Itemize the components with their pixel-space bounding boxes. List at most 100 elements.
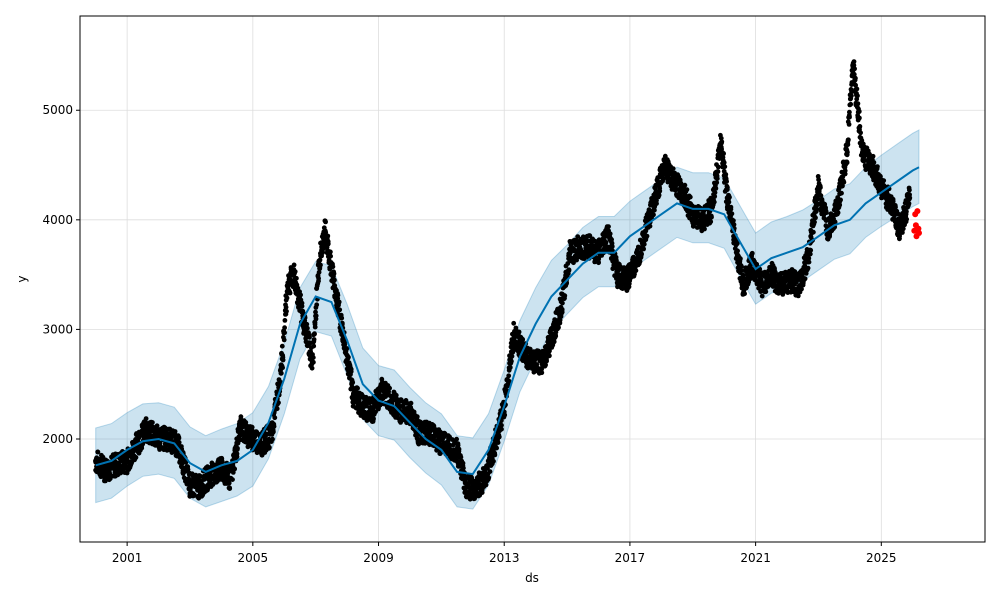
observed-point <box>387 385 392 391</box>
observed-point <box>284 283 290 289</box>
observed-point <box>846 122 852 127</box>
observed-point <box>907 195 913 201</box>
observed-point <box>227 486 233 491</box>
observed-point <box>678 180 684 186</box>
observed-point <box>723 176 729 182</box>
observed-point <box>183 460 189 465</box>
observed-point <box>671 178 677 185</box>
observed-point <box>309 359 316 365</box>
observed-point <box>202 476 208 482</box>
observed-point <box>458 454 464 460</box>
forecast-line <box>95 166 920 476</box>
observed-point <box>553 333 559 339</box>
observed-point <box>473 485 479 491</box>
observed-point <box>806 259 812 265</box>
observed-point <box>435 438 441 444</box>
observed-point <box>894 225 899 231</box>
observed-point <box>322 228 328 234</box>
observed-point <box>735 248 740 254</box>
observed-point <box>811 229 816 235</box>
observed-point <box>812 219 817 225</box>
observed-point <box>577 244 583 250</box>
observed-point <box>857 115 862 121</box>
observed-point <box>544 358 549 364</box>
observed-point <box>454 447 460 453</box>
observed-point <box>282 325 287 331</box>
observed-point <box>731 222 737 228</box>
observed-point <box>234 454 240 460</box>
y-axis-label: y <box>15 275 29 282</box>
observed-point <box>647 223 653 229</box>
observed-point <box>739 264 744 269</box>
observed-point <box>815 196 821 202</box>
observed-point <box>270 436 275 442</box>
observed-point <box>722 164 728 170</box>
observed-point <box>813 215 818 221</box>
observed-point <box>759 293 765 299</box>
observed-point <box>133 455 139 460</box>
observed-point <box>243 420 249 425</box>
observed-point <box>281 337 287 343</box>
observed-point <box>738 268 744 273</box>
observed-point <box>870 153 876 159</box>
observed-point <box>172 429 178 434</box>
observed-point <box>331 283 338 289</box>
observed-point <box>835 210 841 216</box>
observed-point <box>881 178 887 184</box>
x-tick-label: 2009 <box>363 551 394 565</box>
x-tick-label: 2013 <box>489 551 520 565</box>
observed-point <box>304 321 310 327</box>
observed-point <box>849 93 854 99</box>
observed-point <box>844 160 850 166</box>
observed-point <box>234 447 240 452</box>
observed-point <box>596 259 601 265</box>
observed-point <box>316 276 321 281</box>
observed-point <box>305 325 310 331</box>
observed-point <box>325 241 331 247</box>
observed-point <box>520 336 525 342</box>
observed-point <box>157 440 163 446</box>
observed-point <box>904 216 909 222</box>
observed-point <box>388 398 394 404</box>
observed-point <box>280 354 286 360</box>
observed-point <box>328 249 333 255</box>
observed-point <box>567 250 573 256</box>
observed-point <box>499 426 504 432</box>
observed-point <box>586 244 592 250</box>
observed-point <box>838 197 843 203</box>
observed-point <box>206 473 212 479</box>
observed-point <box>371 416 376 421</box>
observed-point <box>712 194 718 199</box>
observed-point <box>284 295 290 301</box>
observed-point <box>312 331 317 337</box>
observed-point <box>185 467 191 472</box>
observed-point <box>715 164 721 170</box>
observed-point <box>102 467 108 473</box>
observed-point <box>724 195 730 201</box>
observed-point <box>708 219 714 225</box>
observed-point <box>633 261 639 267</box>
observed-point <box>219 459 225 465</box>
observed-point <box>713 186 719 191</box>
observed-point <box>723 172 729 177</box>
observed-point <box>311 343 317 349</box>
observed-point <box>858 130 863 136</box>
observed-point <box>605 233 611 239</box>
observed-point <box>559 309 565 315</box>
observed-point <box>840 183 845 189</box>
observed-point <box>687 194 693 200</box>
observed-point <box>492 441 498 448</box>
observed-point <box>282 330 287 336</box>
observed-point <box>878 174 883 180</box>
observed-point <box>818 193 824 199</box>
observed-point <box>187 482 193 488</box>
observed-point <box>718 135 724 141</box>
y-axis-ticks: 2000 3000 4000 5000 <box>42 103 80 446</box>
observed-point <box>848 101 854 107</box>
observed-point <box>547 348 552 354</box>
observed-point <box>639 251 644 257</box>
observed-point <box>660 176 666 182</box>
x-axis-ticks: 2001 2005 2009 2013 2017 2021 2025 <box>112 542 897 565</box>
x-tick-label: 2017 <box>615 551 646 565</box>
observed-point <box>298 292 303 298</box>
